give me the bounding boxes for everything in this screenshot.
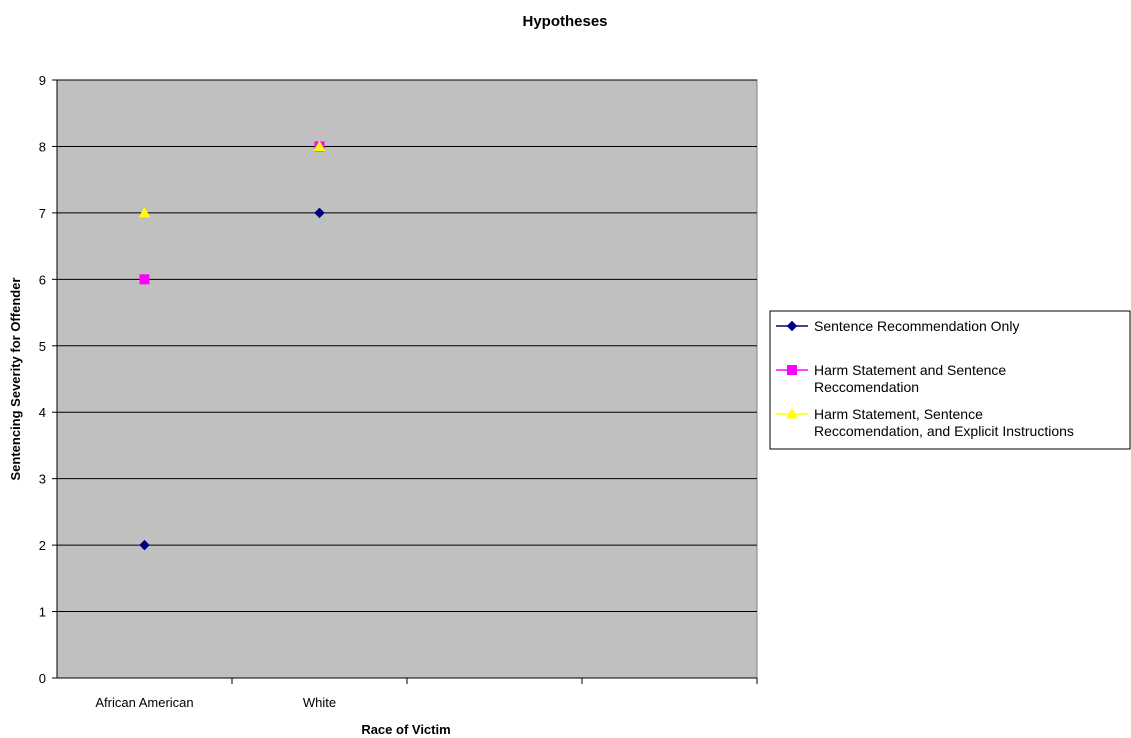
x-axis-title: Race of Victim [361, 722, 450, 737]
gridlines [57, 79, 757, 613]
x-tick-label: African American [95, 695, 193, 710]
legend: Sentence Recommendation Only Harm Stateme… [769, 310, 1131, 450]
y-tick-label: 4 [39, 405, 46, 420]
data-point-diamond [139, 539, 150, 551]
data-point-square [139, 274, 150, 285]
chart-title: Hypotheses [522, 13, 607, 30]
legend-label: Harm Statement, Sentence [814, 406, 983, 422]
data-point-diamond [314, 207, 325, 219]
legend-label: Reccomendation, and Explicit Instruction… [814, 423, 1074, 439]
legend-marker-triangle [786, 407, 798, 419]
y-axis-title: Sentencing Severity for Offender [8, 278, 23, 481]
y-tick-label: 5 [39, 339, 46, 354]
legend-item: Harm Statement and SentenceReccomendatio… [776, 362, 1006, 395]
data-point-triangle [313, 140, 326, 151]
legend-item: Harm Statement, SentenceReccomendation, … [776, 406, 1074, 439]
legend-box [769, 310, 1131, 450]
legend-marker-diamond [786, 320, 798, 332]
y-tick-label: 9 [39, 73, 46, 88]
y-tick-label: 6 [39, 272, 46, 287]
y-tick-label: 1 [39, 605, 46, 620]
legend-item: Sentence Recommendation Only [776, 318, 1019, 334]
x-axis-ticks: African American White [95, 678, 758, 710]
legend-marker-square [787, 365, 797, 375]
y-axis-ticks: 0 1 2 3 4 5 6 7 8 9 [39, 73, 57, 686]
y-tick-label: 2 [39, 538, 46, 553]
y-tick-label: 7 [39, 206, 46, 221]
data-markers [138, 140, 326, 551]
plot-area [56, 79, 758, 679]
y-tick-label: 0 [39, 671, 46, 686]
legend-label: Reccomendation [814, 379, 919, 395]
y-tick-label: 3 [39, 472, 46, 487]
x-tick-label: White [303, 695, 336, 710]
y-tick-label: 8 [39, 139, 46, 154]
legend-label: Sentence Recommendation Only [814, 318, 1019, 334]
legend-label: Harm Statement and Sentence [814, 362, 1006, 378]
data-point-triangle [138, 206, 151, 218]
